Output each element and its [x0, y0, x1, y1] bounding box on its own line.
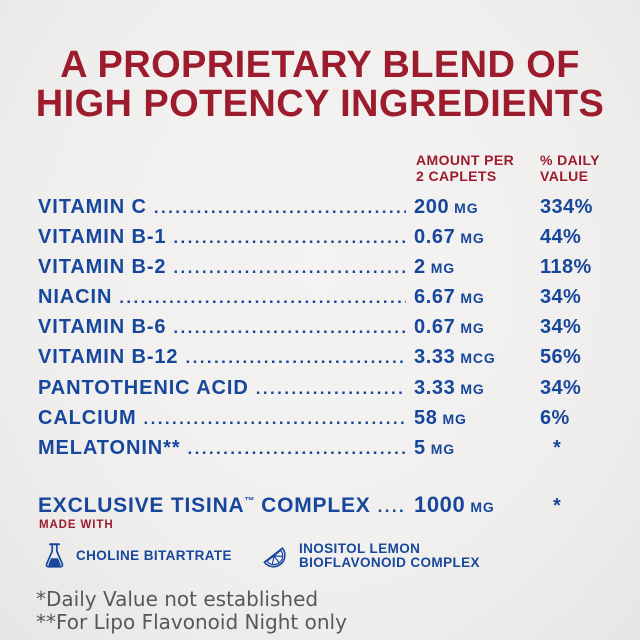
component-choline: CHOLINE BITARTRATE — [42, 542, 232, 571]
nutrient-amount: 3.33 MG — [414, 376, 485, 399]
complex-amount: 1000 MG — [414, 492, 495, 517]
footnote-daily-value: *Daily Value not established — [36, 587, 319, 611]
daily-value: * — [553, 495, 562, 517]
nutrient-name: VITAMIN B-6 — [38, 316, 167, 339]
dotted-leader: ........................................… — [185, 348, 406, 368]
dotted-leader: ........................................… — [255, 378, 406, 398]
dotted-leader: ........................................… — [187, 438, 407, 458]
table-row: MELATONIN** ............................… — [38, 437, 602, 467]
dotted-leader: ........................................… — [119, 288, 406, 308]
nutrient-amount: 0.67 MG — [414, 226, 485, 249]
page-title-line1: A PROPRIETARY BLEND OF — [60, 44, 580, 86]
exclusive-complex-row: EXCLUSIVE TISINA™ COMPLEX ..............… — [38, 492, 602, 522]
daily-value: 6% — [540, 406, 570, 429]
nutrient-name: VITAMIN B-1 — [38, 226, 167, 249]
nutrient-amount: 58 MG — [414, 406, 467, 429]
flask-icon — [45, 542, 64, 568]
daily-value: 44% — [540, 226, 582, 249]
table-row: VITAMIN B-1 ............................… — [38, 226, 602, 256]
dotted-leader: ........................................… — [377, 497, 406, 516]
nutrient-table: VITAMIN C ..............................… — [38, 196, 602, 467]
nutrient-name: VITAMIN C — [38, 196, 147, 218]
daily-value: 34% — [540, 316, 582, 339]
table-row: PANTOTHENIC ACID .......................… — [38, 377, 602, 407]
nutrient-amount: 6.67 MG — [414, 286, 485, 309]
complex-components: CHOLINE BITARTRATE INOSITOL LEMON BIOFLA… — [42, 540, 480, 572]
nutrient-name: CALCIUM — [38, 406, 137, 429]
dotted-leader: ........................................… — [173, 228, 406, 248]
complex-name: EXCLUSIVE TISINA™ COMPLEX — [38, 494, 371, 517]
component-label: INOSITOL LEMON BIOFLAVONOID COMPLEX — [298, 540, 480, 570]
dotted-leader: ........................................… — [143, 408, 406, 428]
daily-value: * — [553, 436, 562, 459]
column-header-amount: AMOUNT PER 2 CAPLETS — [416, 152, 515, 184]
nutrient-amount: 200 MG — [414, 196, 479, 218]
lemon-slice-icon — [263, 547, 286, 568]
trademark-symbol: ™ — [244, 496, 255, 507]
daily-value: 118% — [540, 256, 592, 279]
nutrient-name: VITAMIN B-2 — [38, 256, 167, 279]
nutrient-name: VITAMIN B-12 — [38, 346, 179, 369]
table-row: VITAMIN B-2 ............................… — [38, 256, 602, 286]
daily-value: 34% — [540, 376, 582, 399]
page-title-line2: HIGH POTENCY INGREDIENTS — [35, 83, 605, 125]
made-with-label: MADE WITH — [39, 519, 114, 531]
component-label: CHOLINE BITARTRATE — [76, 547, 232, 563]
nutrient-name: NIACIN — [38, 286, 113, 309]
nutrient-amount: 0.67 MG — [414, 316, 485, 339]
component-inositol: INOSITOL LEMON BIOFLAVONOID COMPLEX — [258, 540, 480, 572]
table-row: CALCIUM ................................… — [38, 407, 602, 437]
nutrient-amount: 3.33 MCG — [414, 346, 496, 369]
table-row: VITAMIN C ..............................… — [38, 196, 602, 226]
dotted-leader: ........................................… — [173, 318, 406, 338]
nutrient-amount: 5 MG — [414, 436, 456, 459]
nutrient-name: PANTOTHENIC ACID — [38, 376, 249, 399]
page-title: A PROPRIETARY BLEND OF HIGH POTENCY INGR… — [0, 46, 640, 124]
table-row: NIACIN .................................… — [38, 286, 602, 316]
daily-value: 56% — [540, 346, 582, 369]
footnotes: *Daily Value not established **For Lipo … — [36, 588, 347, 634]
table-row: VITAMIN B-6 ............................… — [38, 316, 602, 346]
column-header-daily-value: % DAILY VALUE — [540, 152, 600, 184]
footnote-night-only: **For Lipo Flavonoid Night only — [36, 610, 347, 634]
nutrient-name: MELATONIN** — [38, 436, 181, 459]
dotted-leader: ........................................… — [173, 258, 406, 278]
table-row: VITAMIN B-12 ...........................… — [38, 346, 602, 376]
table-row: EXCLUSIVE TISINA™ COMPLEX ..............… — [38, 492, 602, 522]
daily-value: 34% — [540, 286, 582, 309]
daily-value: 334% — [540, 196, 593, 218]
dotted-leader: ........................................… — [153, 198, 406, 217]
nutrient-amount: 2 MG — [414, 256, 456, 279]
